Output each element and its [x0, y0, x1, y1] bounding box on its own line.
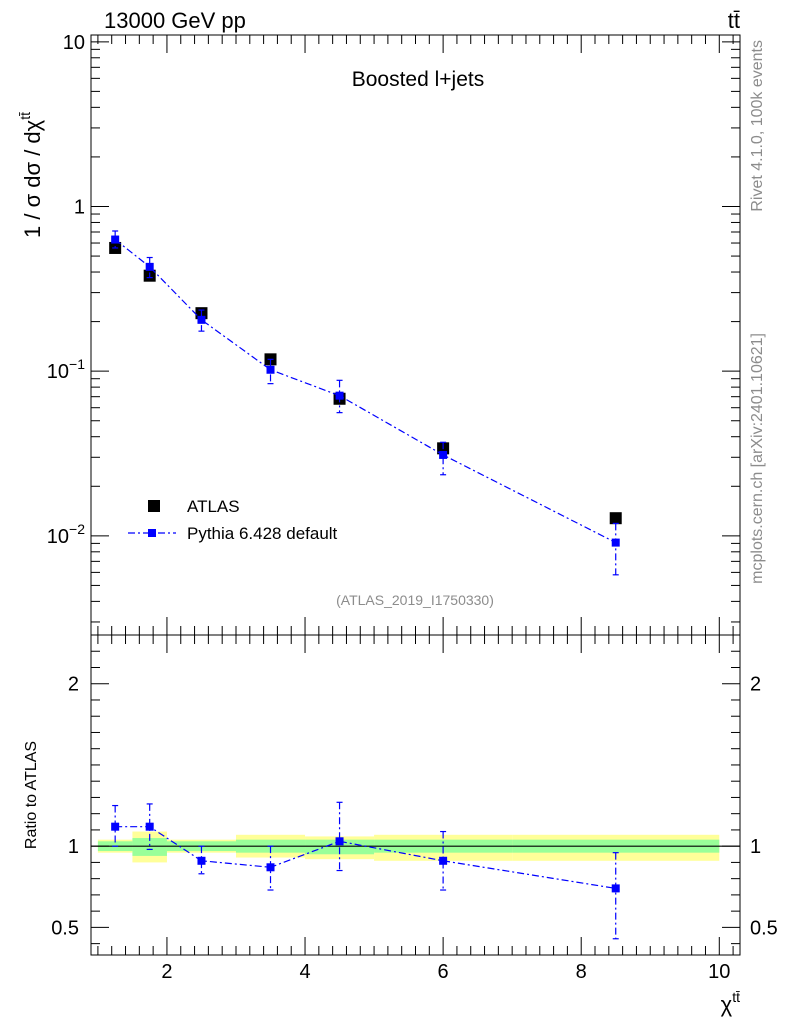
pythia-ratio-point [266, 863, 275, 872]
main-y-tick-label: 10−1 [47, 356, 85, 383]
ratio-series-layer [111, 801, 620, 940]
pythia-ratio-point [111, 822, 120, 831]
chart-title: Boosted l+jets [352, 68, 485, 91]
atlas-data-point [609, 512, 622, 525]
ratio-band-green [132, 838, 167, 856]
analysis-id-label: (ATLAS_2019_I1750330) [336, 592, 494, 608]
header-right-label: tt̄ [728, 8, 740, 33]
pythia-point [266, 365, 275, 374]
ratio-y-tick-label: 0.5 [51, 917, 79, 939]
pythia-point [145, 262, 154, 271]
legend: ATLAS Pythia 6.428 default [128, 497, 338, 543]
pythia-point [335, 391, 344, 400]
pythia-ratio-point [335, 837, 344, 846]
ratio-y-axis-label: Ratio to ATLAS [23, 741, 40, 849]
pythia-point [611, 538, 620, 547]
pythia-point [197, 315, 206, 324]
main-y-tick-label: 10−2 [47, 521, 85, 548]
ratio-y-tick-label: 2 [68, 674, 79, 696]
ratio-y-axis: 2 2 1 1 0.5 0.5 [51, 650, 778, 945]
legend-pythia-marker [148, 529, 156, 537]
mcplots-label: mcplots.cern.ch [arXiv:2401.10621] [749, 333, 766, 584]
main-y-axis-label: 1 / σ dσ / dχtt̄ [17, 112, 45, 238]
x-tick-label: 4 [299, 961, 310, 983]
rivet-version-label: Rivet 4.1.0, 100k events [749, 40, 766, 212]
pythia-ratio-point [439, 856, 448, 865]
ratio-y-tick-label-right: 2 [750, 674, 761, 696]
legend-atlas-label: ATLAS [187, 497, 240, 516]
x-tick-label: 2 [161, 961, 172, 983]
x-tick-label: 6 [438, 961, 449, 983]
main-plot-frame [90, 34, 741, 636]
main-plot-panel: 10 1 10−1 10−2 Boosted l+jets (ATLAS_2019_I… [17, 32, 741, 636]
pythia-point [439, 450, 448, 459]
legend-atlas-marker [148, 500, 160, 512]
main-y-tick-label: 1 [74, 196, 85, 218]
ratio-band-green [305, 839, 375, 855]
ratio-plot-frame [90, 634, 741, 956]
pythia-point [111, 235, 120, 244]
x-axis: 2 4 6 8 10 [97, 635, 734, 983]
legend-pythia-label: Pythia 6.428 default [187, 524, 338, 543]
main-y-tick-label: 10 [63, 32, 85, 54]
pythia-ratio-point [611, 884, 620, 893]
ratio-y-tick-label-right: 0.5 [750, 917, 778, 939]
x-tick-label: 8 [576, 961, 587, 983]
pythia-ratio-point [145, 822, 154, 831]
ratio-y-tick-label: 1 [68, 836, 79, 858]
x-tick-label: 10 [708, 961, 730, 983]
main-y-axis: 10 1 10−1 10−2 [47, 32, 740, 623]
pythia-ratio-point [197, 856, 206, 865]
main-series-layer [109, 230, 622, 576]
main-x-axis-ticks [97, 35, 734, 635]
x-axis-label: χtt̄ [721, 989, 740, 1017]
ratio-plot-panel: 2 2 1 1 0.5 0.5 2 4 6 8 10 Ratio to ATLAS χtt̄ [23, 634, 778, 1017]
ratio-y-tick-label-right: 1 [750, 836, 761, 858]
ratio-uncertainty-bands [97, 831, 720, 863]
header-left-label: 13000 GeV pp [104, 8, 246, 33]
